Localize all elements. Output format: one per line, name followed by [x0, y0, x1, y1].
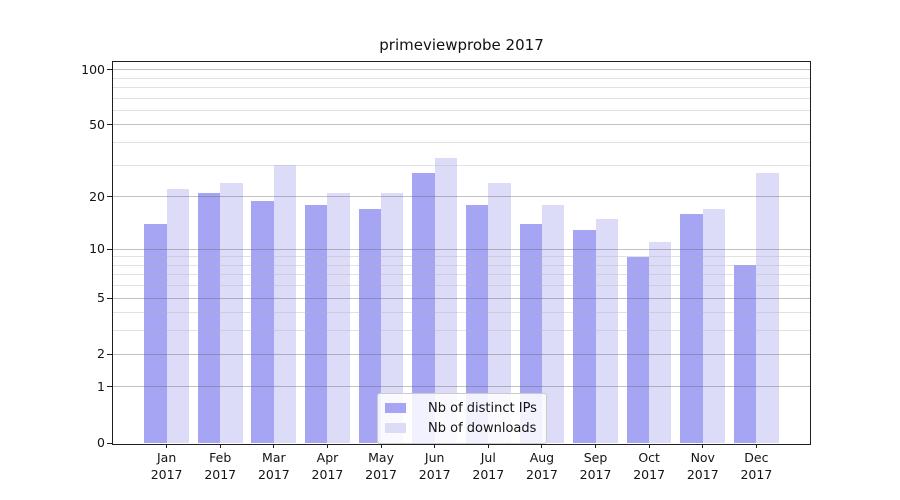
legend-label-distinct-ips: Nb of distinct IPs [428, 400, 537, 416]
y-tick-mark-10 [107, 248, 113, 250]
bar-nb-of-downloads-oct [649, 241, 672, 443]
y-tick-mark-50 [107, 124, 113, 126]
x-tick-label-nov: Nov 2017 [686, 450, 719, 482]
x-tick-mark-aug [541, 444, 543, 448]
bar-nb-of-downloads-dec [756, 173, 779, 443]
x-tick-label-aug: Aug 2017 [526, 450, 558, 482]
x-tick-mark-oct [648, 444, 650, 448]
y-tick-mark-0 [107, 442, 113, 444]
gridline-major-5 [113, 297, 810, 299]
gridline-major-20 [113, 196, 810, 198]
gridline-minor-90 [113, 77, 810, 79]
bar-nb-of-downloads-feb [220, 182, 243, 443]
x-tick-label-jul: Jul 2017 [472, 450, 505, 482]
chart-title: primeviewprobe 2017 [379, 36, 544, 54]
x-tick-label-sep: Sep 2017 [579, 450, 612, 482]
gridline-minor-4 [113, 312, 810, 314]
bar-nb-of-downloads-sep [595, 218, 618, 443]
gridline-minor-9 [113, 256, 810, 258]
x-tick-mark-nov [702, 444, 704, 448]
x-tick-mark-mar [273, 444, 275, 448]
bar-nb-of-distinct-ips-mar [251, 200, 274, 443]
x-tick-label-feb: Feb 2017 [204, 450, 237, 482]
y-tick-label-20: 20 [89, 188, 105, 204]
x-tick-label-may: May 2017 [365, 450, 397, 482]
x-tick-mark-jan [166, 444, 168, 448]
x-tick-label-oct: Oct 2017 [633, 450, 666, 482]
y-tick-mark-20 [107, 196, 113, 198]
y-tick-label-50: 50 [89, 116, 105, 132]
gridline-minor-8 [113, 264, 810, 266]
bar-nb-of-distinct-ips-feb [197, 192, 221, 443]
x-tick-mark-jul [487, 444, 489, 448]
legend-label-downloads: Nb of downloads [428, 420, 537, 436]
bar-nb-of-distinct-ips-jun [412, 173, 435, 443]
bar-nb-of-downloads-mar [273, 165, 297, 443]
x-tick-mark-feb [219, 444, 221, 448]
bar-nb-of-distinct-ips-oct [626, 256, 650, 443]
bar-nb-of-distinct-ips-jan [144, 223, 167, 443]
y-tick-label-1: 1 [97, 378, 105, 394]
y-tick-label-5: 5 [97, 290, 105, 306]
x-tick-label-dec: Dec 2017 [740, 450, 773, 482]
x-tick-label-jan: Jan 2017 [150, 450, 183, 482]
legend-row-downloads: Nb of downloads [385, 418, 538, 438]
gridline-major-10 [113, 248, 810, 250]
gridline-minor-80 [113, 86, 810, 88]
bar-nb-of-distinct-ips-jul [465, 204, 489, 443]
bar-nb-of-downloads-aug [541, 204, 565, 443]
bar-nb-of-distinct-ips-nov [680, 213, 703, 443]
gridline-minor-30 [113, 164, 810, 166]
bar-nb-of-distinct-ips-sep [573, 229, 596, 443]
x-tick-mark-dec [755, 444, 757, 448]
gridline-minor-6 [113, 285, 810, 287]
x-tick-mark-jun [434, 444, 436, 448]
y-tick-label-2: 2 [97, 346, 105, 362]
legend-swatch-distinct-ips [385, 403, 406, 413]
gridline-minor-70 [113, 97, 810, 99]
bar-nb-of-downloads-nov [702, 209, 726, 443]
legend-swatch-downloads [385, 423, 406, 433]
x-tick-label-mar: Mar 2017 [257, 450, 290, 482]
bar-nb-of-downloads-jun [434, 157, 458, 443]
gridline-minor-7 [113, 274, 810, 276]
bar-nb-of-downloads-may [381, 192, 404, 443]
bar-nb-of-distinct-ips-may [358, 209, 382, 443]
gridline-minor-60 [113, 109, 810, 111]
legend-row-distinct-ips: Nb of distinct IPs [385, 398, 538, 418]
x-tick-mark-apr [326, 444, 328, 448]
bar-nb-of-downloads-jan [166, 189, 189, 443]
x-tick-label-jun: Jun 2017 [418, 450, 451, 482]
gridline-major-50 [113, 124, 810, 126]
gridline-minor-40 [113, 142, 810, 144]
bar-nb-of-distinct-ips-aug [519, 223, 542, 443]
bar-nb-of-downloads-apr [327, 192, 350, 443]
legend: Nb of distinct IPs Nb of downloads [377, 393, 547, 444]
gridline-minor-3 [113, 330, 810, 332]
bar-nb-of-downloads-jul [488, 182, 511, 443]
y-tick-mark-1 [107, 386, 113, 388]
x-tick-mark-may [380, 444, 382, 448]
x-tick-label-apr: Apr 2017 [311, 450, 344, 482]
y-tick-label-100: 100 [81, 61, 105, 77]
x-tick-mark-sep [595, 444, 597, 448]
gridline-major-2 [113, 353, 810, 355]
y-tick-mark-2 [107, 353, 113, 355]
bar-nb-of-distinct-ips-apr [305, 204, 328, 443]
gridline-major-1 [113, 386, 810, 388]
y-tick-mark-100 [107, 69, 113, 71]
bar-nb-of-distinct-ips-dec [734, 265, 757, 443]
gridline-major-100 [113, 69, 810, 71]
y-tick-label-0: 0 [97, 435, 105, 450]
y-tick-mark-5 [107, 297, 113, 299]
y-tick-label-10: 10 [89, 241, 105, 256]
